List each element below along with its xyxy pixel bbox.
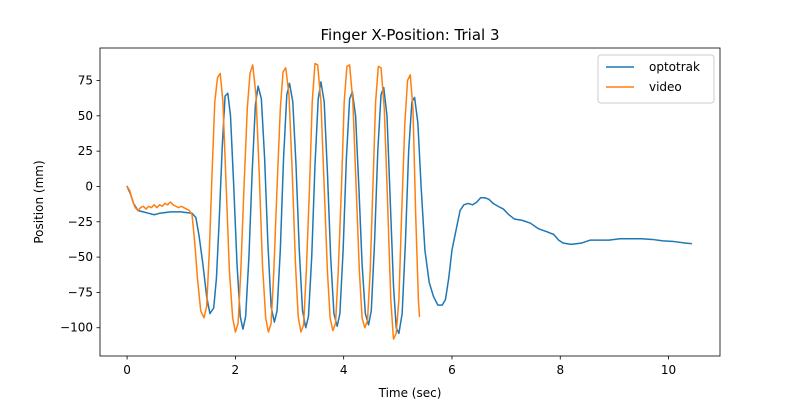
legend: optotrak video [597, 54, 715, 104]
series-line-video [126, 62, 421, 340]
y-axis-label: Position (mm) [32, 160, 46, 243]
legend-label-optotrak: optotrak [649, 60, 700, 74]
x-tick-label: 8 [556, 363, 564, 377]
y-tick-label: −25 [68, 215, 93, 229]
x-tick-label: 4 [340, 363, 348, 377]
y-tick-label: −50 [68, 250, 93, 264]
x-tick-label: 0 [123, 363, 131, 377]
y-tick-label: −75 [68, 285, 93, 299]
legend-entries: optotrak video [606, 60, 700, 94]
y-tick-label: 50 [78, 109, 93, 123]
y-tick-label: 25 [78, 144, 93, 158]
x-axis: 0 2 4 6 8 10 [123, 356, 676, 377]
y-tick-label: 0 [85, 179, 93, 193]
series-layer [126, 62, 693, 340]
legend-label-video: video [649, 80, 682, 94]
chart-title: Finger X-Position: Trial 3 [320, 26, 499, 44]
x-tick-label: 10 [661, 363, 676, 377]
y-tick-label: −100 [60, 321, 93, 335]
x-axis-label: Time (sec) [378, 386, 442, 400]
y-axis: −100 −75 −50 −25 0 25 50 75 [60, 73, 100, 335]
x-tick-label: 2 [232, 363, 240, 377]
x-tick-label: 6 [448, 363, 456, 377]
y-tick-label: 75 [78, 73, 93, 87]
axes-frame [99, 47, 721, 357]
